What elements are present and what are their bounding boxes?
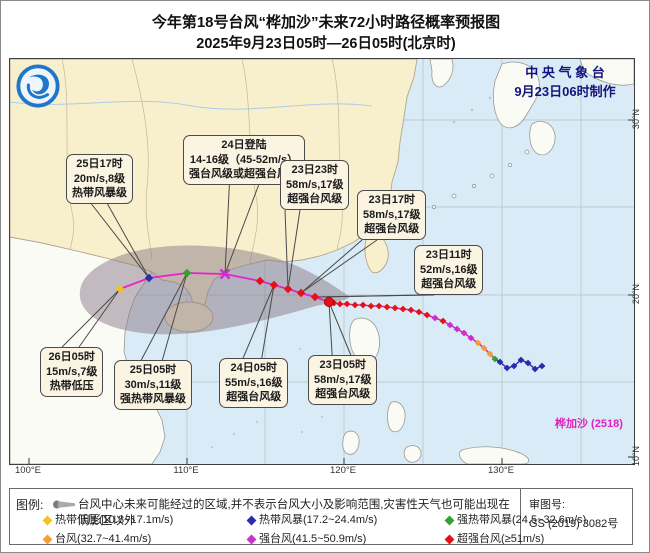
lat-tick-label: 10°N (631, 445, 641, 467)
callout-line: 强热带风暴级 (120, 393, 186, 406)
philippine-islands (342, 317, 530, 464)
forecast-callout-c23-23: 23日23时 58m/s,17级 超强台风级 (280, 160, 350, 210)
callout-line: 14-16级（45-52m/s） (189, 153, 299, 166)
forecast-callout-c24-05: 24日05时 55m/s,16级 超强台风级 (219, 358, 289, 408)
axis-ticks (28, 119, 634, 464)
lon-tick-label: 100°E (15, 465, 41, 476)
forecast-callout-c24-ld: 24日登陆 14-16级（45-52m/s） 强台风级或超强台风级 (183, 135, 305, 185)
callout-line: 55m/s,16级 (225, 376, 283, 389)
callout-line: 超强台风级 (421, 278, 477, 291)
forecast-callout-c25-17: 25日17时 20m/s,8级 热带风暴级 (66, 154, 133, 204)
callout-line: 25日17时 (76, 158, 123, 170)
legend-item-label: 热带低压(10.8~17.1m/s) (55, 514, 174, 526)
callout-line: 24日05时 (230, 362, 277, 374)
sts-intensity-marker (444, 515, 455, 526)
callout-line: 23日17时 (368, 194, 415, 206)
legend-item-ty: 台风(32.7~41.4m/s) (42, 530, 152, 546)
lon-tick-label: 110°E (173, 465, 199, 476)
taiwan-island (364, 231, 389, 274)
legend-item-label: 台风(32.7~41.4m/s) (55, 533, 152, 545)
approval-label: 审图号: (529, 499, 566, 511)
callout-line: 超强台风级 (287, 193, 343, 206)
river (10, 100, 373, 110)
ts-intensity-marker (246, 515, 257, 526)
page-subtitle: 2025年9月23日05时—26日05时(北京时) (196, 36, 456, 52)
callout-line: 超强台风级 (315, 388, 371, 401)
callout-line: 20m/s,8级 (73, 172, 126, 185)
callout-line: 强台风级或超强台风级 (189, 168, 299, 181)
cone-legend-note: 台风中心未来可能经过的区域,并不表示台风大小及影响范围,灾害性天气也可能出现在阴… (78, 499, 510, 527)
probability-cone (79, 245, 351, 335)
legend-item-label: 超强台风(≥51m/s) (457, 533, 545, 545)
legend-item-label: 强热带风暴(24.5~32.6m/s) (457, 514, 587, 526)
callout-line: 52m/s,16级 (420, 263, 478, 276)
callout-line: 23日05时 (319, 359, 366, 371)
callout-line: 25日05时 (129, 364, 177, 376)
forecast-callout-c25-05: 25日05时 30m/s,11级 强热带风暴级 (114, 360, 192, 410)
callout-line: 58m/s,17级 (363, 208, 421, 221)
callout-line: 24日登陆 (221, 139, 267, 151)
map-approval-block: 审图号: GS (2019) 3082号 (520, 489, 632, 544)
callout-line: 热带风暴级 (72, 187, 127, 200)
legend-item-ts: 热带风暴(17.2~24.4m/s) (246, 511, 378, 527)
legend-item-sts: 强热带风暴(24.5~32.6m/s) (444, 511, 587, 527)
callout-line: 26日05时 (48, 351, 95, 363)
agency-block: 中 央 气 象 台 9月23日06时制作 (500, 64, 630, 102)
lon-tick-label: 120°E (330, 465, 356, 476)
callout-line: 58m/s,17级 (314, 373, 372, 386)
callout-line: 58m/s,17级 (286, 178, 344, 191)
typhoon-name-label: 桦加沙 (2518) (555, 418, 623, 430)
forecast-callout-c23-05: 23日05时 58m/s,17级 超强台风级 (308, 355, 378, 405)
korea-peninsula (429, 59, 454, 88)
approval-number: GS (2019) 3082号 (529, 517, 619, 530)
legend-prefix: 图例: (16, 498, 44, 512)
legend: 图例: 台风中心未来可能经过的区域,并不表示台风大小及影响范围,灾害性天气也可能… (9, 488, 633, 545)
legend-item-td: 热带低压(10.8~17.1m/s) (42, 511, 174, 527)
agency-issue-time: 9月23日06时制作 (514, 83, 616, 99)
legend-item-sty: 强台风(41.5~50.9m/s) (246, 530, 367, 546)
lat-tick-label: 30°N (631, 108, 641, 130)
legend-left: 图例: 台风中心未来可能经过的区域,并不表示台风大小及影响范围,灾害性天气也可能… (10, 489, 586, 546)
map-canvas: 中 央 气 象 台 9月23日06时制作 桦加沙 (2518) 25日17时 20… (9, 58, 635, 465)
sup-intensity-marker (444, 534, 455, 545)
agency-name: 中 央 气 象 台 (525, 65, 605, 80)
islet-specks (211, 96, 492, 448)
callout-line: 23日11时 (425, 249, 472, 261)
ty-intensity-marker (42, 534, 53, 545)
forecast-callout-c23-11: 23日11时 52m/s,16级 超强台风级 (414, 245, 484, 295)
legend-item-label: 强台风(41.5~50.9m/s) (259, 533, 367, 545)
legend-item-sup: 超强台风(≥51m/s) (444, 530, 545, 546)
callout-line: 15m/s,7级 (46, 365, 98, 378)
lat-tick-label: 20°N (631, 283, 641, 305)
td-intensity-marker (42, 515, 53, 526)
page-title: 今年第18号台风“桦加沙”未来72小时路径概率预报图 (151, 14, 501, 31)
forecast-callout-c26-05: 26日05时 15m/s,7级 热带低压 (40, 347, 104, 397)
legend-item-label: 热带风暴(17.2~24.4m/s) (259, 514, 378, 526)
callout-line: 23日23时 (291, 164, 338, 176)
cma-logo-icon (15, 63, 61, 109)
japan-islands (493, 59, 634, 156)
cone-legend-icon (52, 497, 76, 515)
callout-line: 热带低压 (49, 380, 94, 393)
sty-intensity-marker (246, 534, 257, 545)
lon-tick-label: 130°E (488, 465, 514, 476)
forecast-callout-c23-17: 23日17时 58m/s,17级 超强台风级 (357, 190, 427, 240)
callout-line: 30m/s,11级 (124, 378, 182, 391)
callout-line: 超强台风级 (364, 223, 420, 236)
callout-line: 超强台风级 (226, 391, 282, 404)
callout-leader-lines (61, 184, 435, 361)
